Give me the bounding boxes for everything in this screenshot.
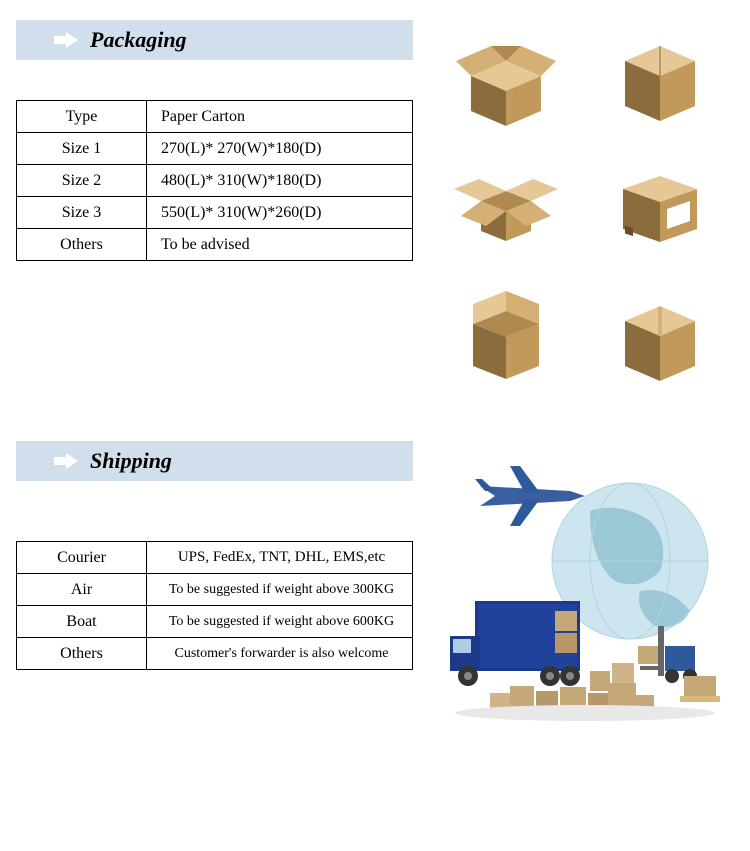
table-value: 480(L)* 310(W)*180(D) [147,165,413,197]
table-label: Type [17,101,147,133]
box-icon [446,26,566,126]
table-row: Size 3 550(L)* 310(W)*260(D) [17,197,413,229]
table-row: Others Customer's forwarder is also welc… [17,638,413,670]
box-icon [600,156,720,256]
table-row: Type Paper Carton [17,101,413,133]
table-row: Air To be suggested if weight above 300K… [17,574,413,606]
packaging-section: Packaging Type Paper Carton Size 1 270(L… [0,20,750,261]
table-value: Paper Carton [147,101,413,133]
arrow-right-icon [54,30,78,50]
box-icon [600,26,720,126]
truck-icon [450,601,580,686]
table-row: Boat To be suggested if weight above 600… [17,606,413,638]
table-value: To be advised [147,229,413,261]
table-row: Size 2 480(L)* 310(W)*180(D) [17,165,413,197]
table-row: Size 1 270(L)* 270(W)*180(D) [17,133,413,165]
table-value: 270(L)* 270(W)*180(D) [147,133,413,165]
table-row: Others To be advised [17,229,413,261]
table-label: Size 1 [17,133,147,165]
table-label: Others [17,638,147,670]
table-value: Customer's forwarder is also welcome [147,638,413,670]
table-value: To be suggested if weight above 300KG [147,574,413,606]
box-icon [600,286,720,386]
table-value: To be suggested if weight above 600KG [147,606,413,638]
table-value: 550(L)* 310(W)*260(D) [147,197,413,229]
box-icon [446,156,566,256]
cardboard-boxes-image [440,20,730,392]
packaging-table: Type Paper Carton Size 1 270(L)* 270(W)*… [16,100,413,261]
table-label: Size 2 [17,165,147,197]
table-row: Courier UPS, FedEx, TNT, DHL, EMS,etc [17,542,413,574]
shipping-table: Courier UPS, FedEx, TNT, DHL, EMS,etc Ai… [16,541,413,670]
box-icon [446,286,566,386]
packaging-header: Packaging [16,20,413,60]
table-label: Air [17,574,147,606]
table-label: Others [17,229,147,261]
table-label: Courier [17,542,147,574]
logistics-image [440,451,730,746]
shipping-section: Shipping Courier UPS, FedEx, TNT, DHL, E… [0,441,750,670]
table-label: Size 3 [17,197,147,229]
shipping-header: Shipping [16,441,413,481]
arrow-right-icon [54,451,78,471]
table-label: Boat [17,606,147,638]
table-value: UPS, FedEx, TNT, DHL, EMS,etc [147,542,413,574]
